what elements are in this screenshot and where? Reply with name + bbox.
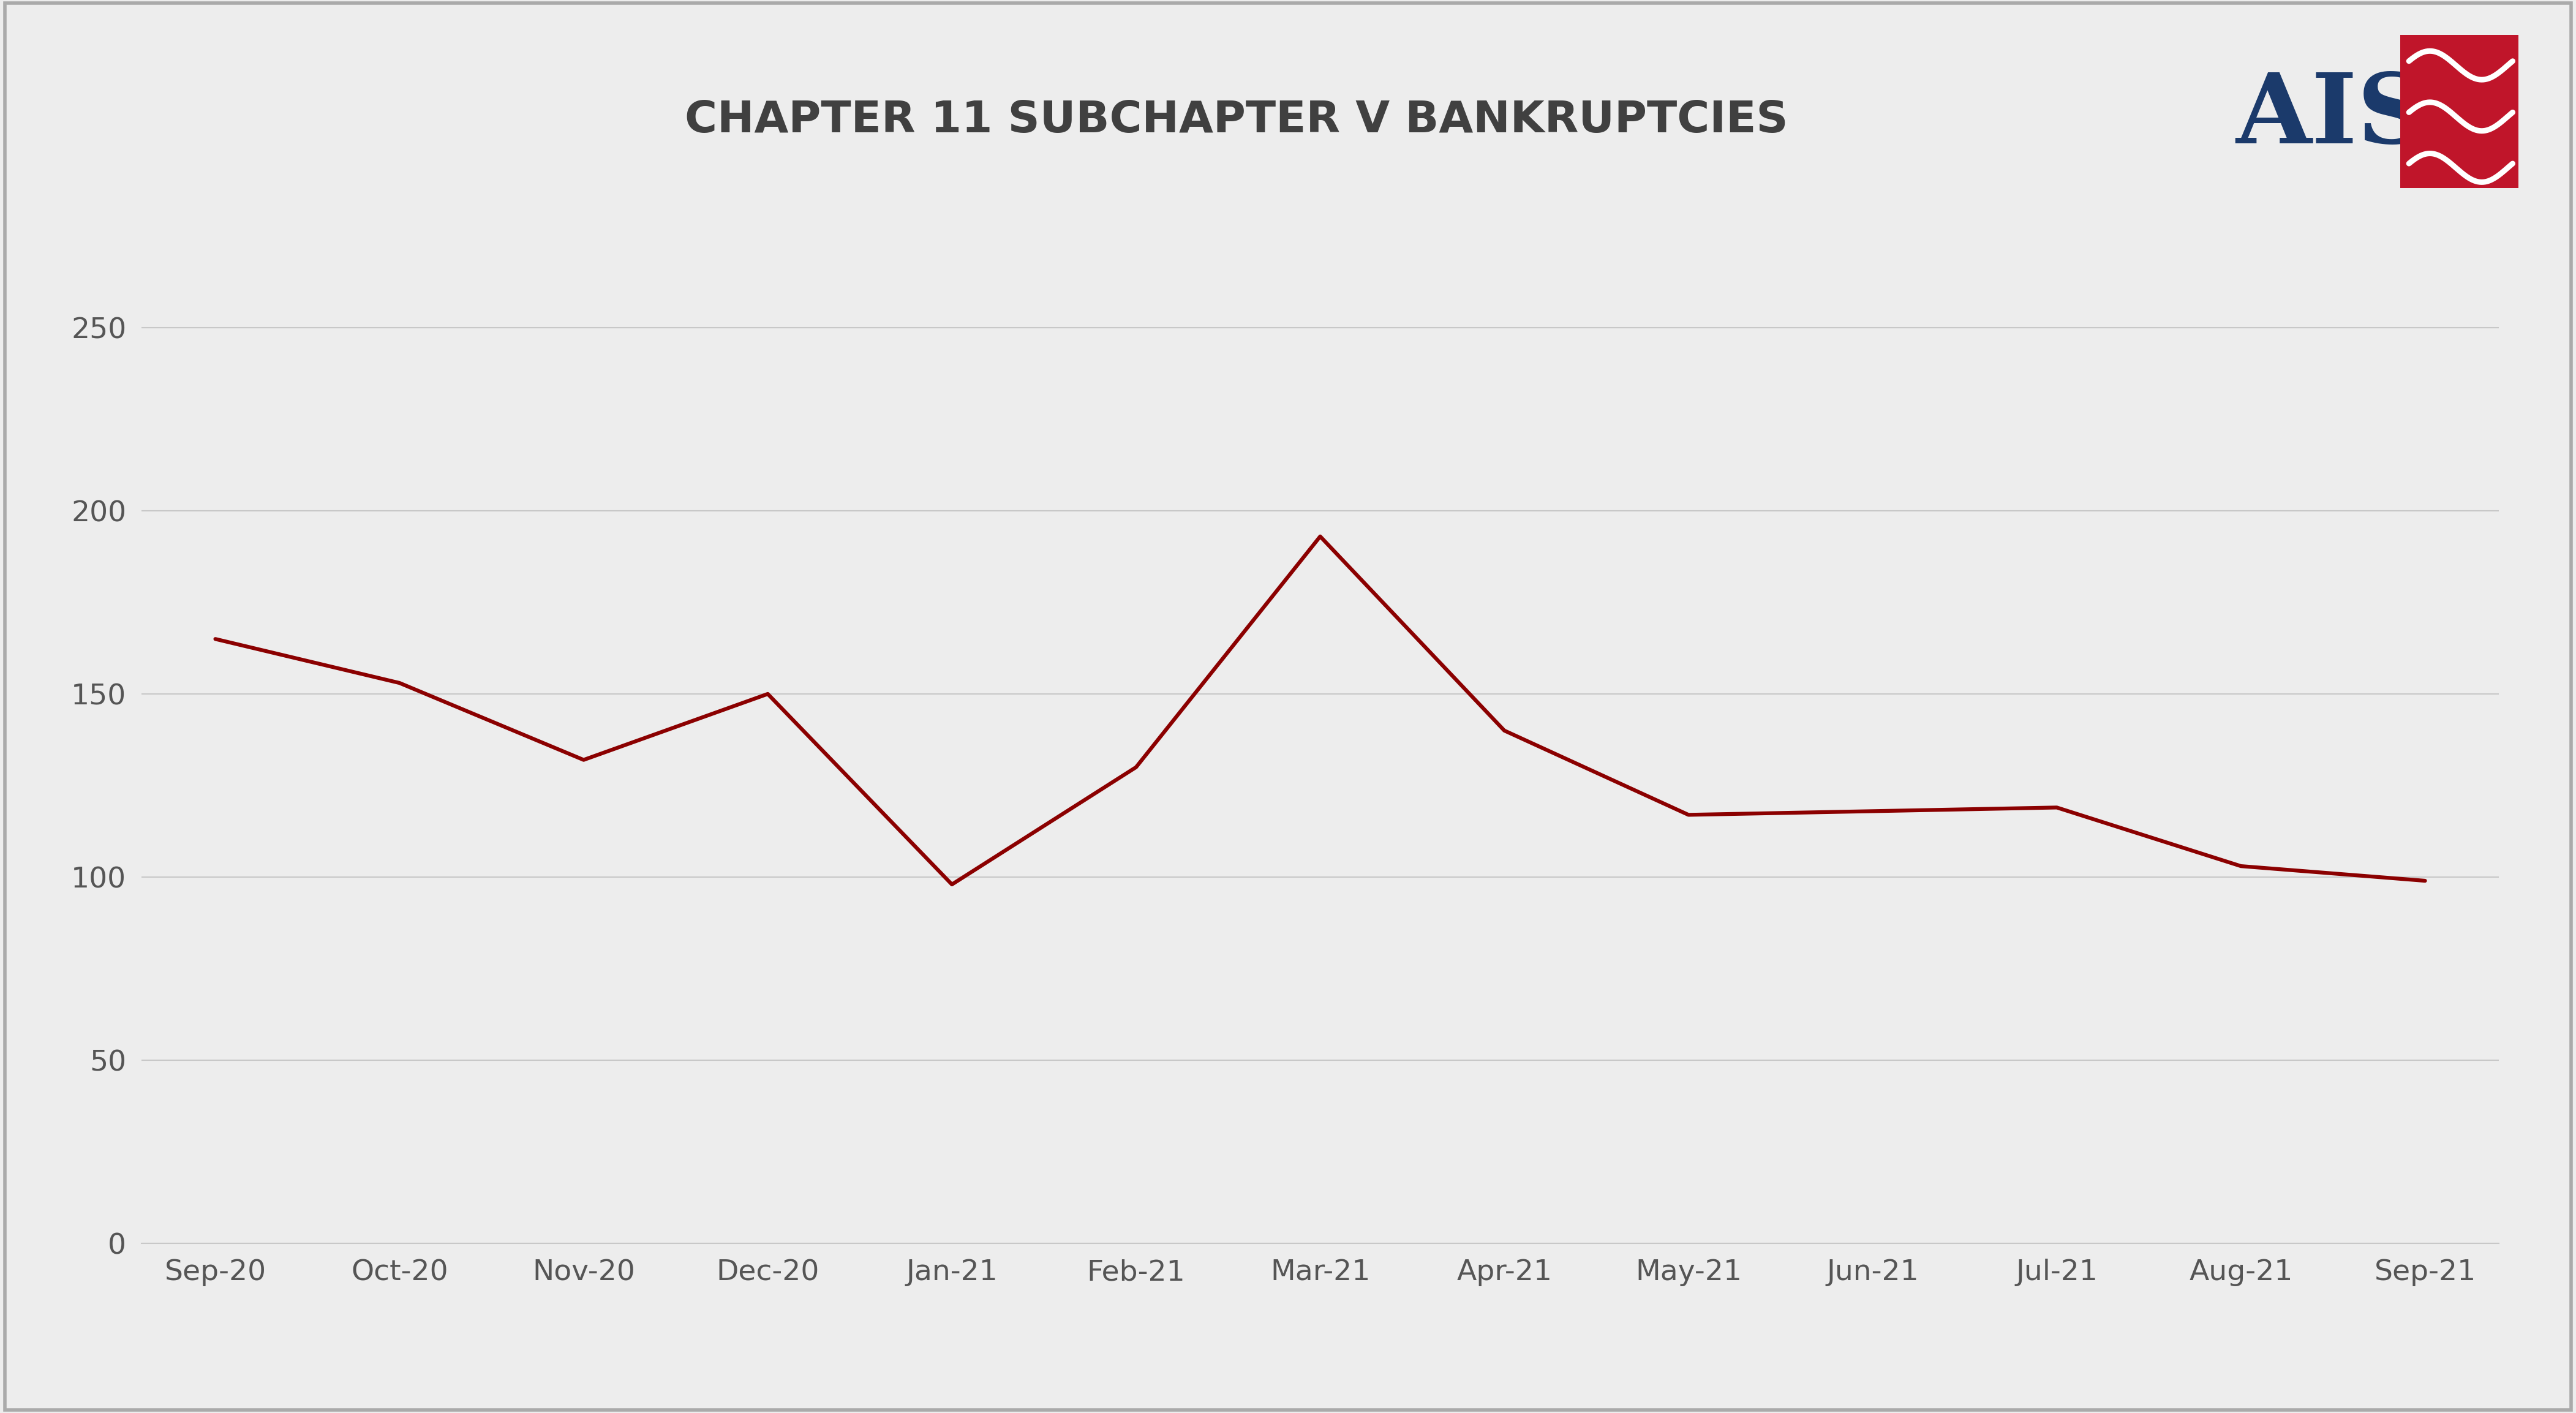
Bar <box>2401 35 2519 188</box>
Text: AIS: AIS <box>2236 69 2429 164</box>
Text: CHAPTER 11 SUBCHAPTER V BANKRUPTCIES: CHAPTER 11 SUBCHAPTER V BANKRUPTCIES <box>685 99 1788 141</box>
